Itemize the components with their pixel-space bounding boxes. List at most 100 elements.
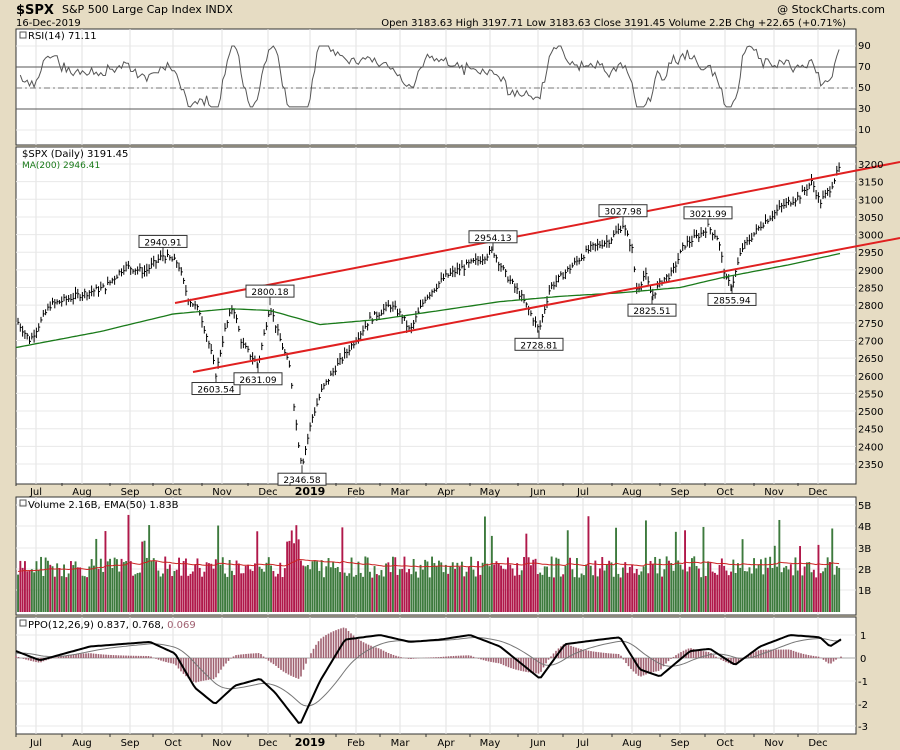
volume-bar xyxy=(251,570,254,612)
ppo-hist-bar xyxy=(107,654,110,658)
ppo-hist-bar xyxy=(187,658,190,679)
volume-bar xyxy=(51,566,54,612)
ppo-hist-bar xyxy=(562,644,565,658)
ppo-hist-bar xyxy=(587,650,590,658)
ppo-hist-bar xyxy=(165,658,167,663)
volume-bar xyxy=(490,535,493,612)
x-tick-label: Sep xyxy=(671,487,690,498)
x-tick-label: 2019 xyxy=(295,485,326,498)
x-tick-label: Feb xyxy=(347,738,365,749)
volume-bar xyxy=(272,571,275,612)
ppo-hist-bar xyxy=(620,655,622,658)
ppo-hist-bar xyxy=(182,658,185,674)
volume-bar xyxy=(447,573,450,612)
price-tick: 2400 xyxy=(858,442,883,453)
ppo-hist-bar xyxy=(610,653,612,658)
volume-bar xyxy=(442,572,445,612)
volume-bar xyxy=(440,562,443,612)
volume-bar xyxy=(127,514,130,612)
rsi-levels xyxy=(16,66,856,110)
ppo-hist-bar xyxy=(345,628,347,658)
ppo-hist-bar xyxy=(177,658,180,669)
volume-bar xyxy=(831,528,834,612)
volume-bar xyxy=(120,558,123,612)
ppo-hist-bar xyxy=(190,658,192,681)
ppo-hist-bar xyxy=(282,658,285,672)
price-tick: 3050 xyxy=(858,213,883,224)
volume-bar xyxy=(258,566,261,612)
volume-bar xyxy=(497,563,500,612)
volume-bar xyxy=(72,565,75,612)
ppo-hist-bar xyxy=(320,638,322,658)
x-tick-label: Jul xyxy=(576,487,589,498)
ppo-hist-bar xyxy=(622,658,625,660)
annotation-box xyxy=(468,230,518,244)
ppo-hist-bar xyxy=(545,658,547,664)
volume-bar xyxy=(382,576,385,612)
ppo-hist-bar xyxy=(242,654,245,658)
volume-bar xyxy=(693,556,696,612)
ppo-hist-bar xyxy=(140,655,142,658)
volume-bar xyxy=(249,569,252,612)
volume-bar xyxy=(219,564,222,612)
volume-bar xyxy=(175,569,178,612)
volume-bar xyxy=(279,562,282,612)
ppo-hist-bar xyxy=(267,658,270,661)
volume-bar xyxy=(585,564,588,612)
x-tick-label: Oct xyxy=(716,738,733,749)
ppo-hist-bar xyxy=(502,658,505,666)
ppo-hist-bar xyxy=(430,657,432,658)
volume-bar xyxy=(605,564,608,612)
volume-bar xyxy=(532,559,535,612)
ppo-hist-bar xyxy=(330,632,332,658)
volume-bar xyxy=(392,556,394,612)
ppo-hist-bar xyxy=(172,658,175,664)
ppo-hist-bar xyxy=(540,658,542,672)
ppo-hist-bar xyxy=(137,655,140,658)
ppo-hist-bar xyxy=(367,644,370,658)
watermark: @ StockCharts.com xyxy=(777,3,885,16)
volume-bar xyxy=(808,562,811,612)
volume-bar xyxy=(463,576,466,612)
volume-bar xyxy=(599,568,601,612)
ppo-hist-bar xyxy=(347,630,350,658)
volume-bar xyxy=(757,564,760,612)
volume-bar xyxy=(362,576,364,612)
ppo-hist-bar xyxy=(750,653,752,658)
volume-bar xyxy=(769,556,772,612)
volume-bar xyxy=(668,560,670,612)
volume-tick: 3B xyxy=(858,544,871,555)
volume-bar xyxy=(513,575,516,612)
ppo-hist-bar xyxy=(87,653,90,658)
description: S&P 500 Large Cap Index xyxy=(62,3,202,16)
volume-bar xyxy=(677,560,680,612)
volume-bar xyxy=(369,571,371,612)
volume-bar xyxy=(79,567,82,612)
volume-bar xyxy=(833,574,836,612)
x-tick-label: Jul xyxy=(576,738,589,749)
volume-bar xyxy=(286,541,289,612)
ppo-hist-bar xyxy=(162,658,165,662)
ppo-hist-bar xyxy=(802,653,805,658)
ppo-hist-bar xyxy=(832,658,835,662)
volume-bar xyxy=(378,575,381,612)
x-tick-label: Jun xyxy=(529,487,546,498)
volume-bar xyxy=(196,558,199,612)
ppo-hist-bar xyxy=(825,658,827,662)
volume-bar xyxy=(838,567,841,612)
volume-bar xyxy=(341,527,344,612)
ppo-hist-bar xyxy=(275,658,277,666)
annotation-box xyxy=(277,472,327,486)
ppo-hist-bar xyxy=(805,654,807,658)
volume-bar xyxy=(201,576,203,612)
ppo-hist-bar xyxy=(135,655,137,658)
volume-bar xyxy=(283,568,286,612)
ppo-hist-bar xyxy=(835,658,837,660)
volume-bar xyxy=(221,557,224,612)
volume-bar xyxy=(663,569,666,612)
volume-bar xyxy=(97,569,100,612)
ppo-hist-bar xyxy=(787,649,790,658)
volume-bar xyxy=(401,568,404,612)
ppo-hist-bar xyxy=(395,655,397,658)
